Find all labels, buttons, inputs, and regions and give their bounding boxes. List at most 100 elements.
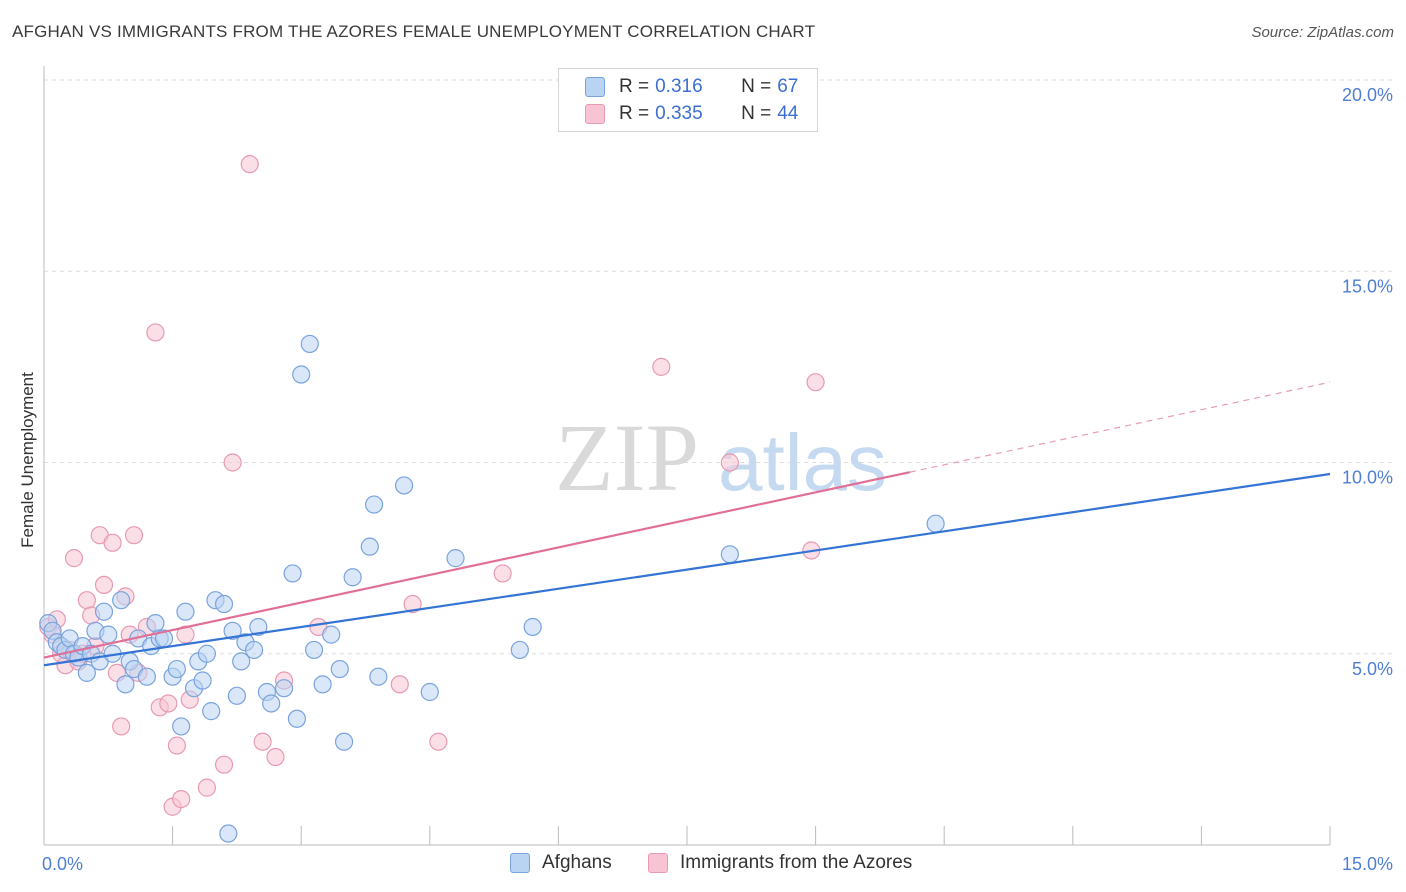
source-label: Source: ZipAtlas.com [1251, 24, 1394, 41]
afghan-point [176, 602, 195, 621]
afghan-point [112, 591, 131, 610]
azores-point [493, 564, 512, 583]
legend-swatch-blue [585, 77, 605, 97]
legend-row-azores: R = 0.335 N = 44 [585, 102, 798, 126]
azores-point [214, 755, 234, 774]
afghan-point [313, 675, 332, 694]
afghan-point [364, 495, 384, 514]
afghan-point [167, 659, 186, 679]
afghan-point [94, 602, 114, 621]
afghan-point [172, 717, 191, 736]
afghan-point [197, 644, 216, 663]
y-tick-labels: 5.0% 10.0% 15.0% 20.0% [1342, 85, 1393, 679]
azores-point [112, 717, 131, 736]
azores-point [806, 373, 825, 392]
afghan-point [287, 709, 307, 728]
watermark-atlas: atlas [718, 418, 887, 507]
azores-point [167, 736, 186, 755]
azores-points [39, 155, 825, 816]
afghan-point [77, 663, 96, 682]
legend-r-value: 0.316 [655, 76, 703, 97]
x-tick-labels: 0.0% 15.0% [42, 854, 1393, 874]
afghan-points [39, 334, 945, 843]
stats-legend: R = 0.316 N = 67 R = 0.335 N = 44 [558, 68, 818, 132]
azores-trend-line [43, 471, 911, 659]
afghan-point [99, 625, 118, 644]
x-tick-label: 15.0% [1342, 854, 1393, 874]
afghan-point [322, 625, 341, 644]
legend-n-value: 44 [777, 103, 799, 124]
azores-point [429, 732, 448, 751]
afghan-point [249, 617, 268, 637]
afghan-point [219, 824, 238, 843]
azores-point [172, 789, 191, 809]
bottom-legend-afghans: Afghans [510, 852, 612, 874]
afghan-point [223, 621, 242, 640]
legend-n-label: N = [741, 103, 772, 124]
afghan-point [244, 640, 264, 660]
afghan-point [394, 476, 414, 495]
legend-r-label: R = [619, 76, 650, 97]
azores-point [197, 778, 216, 797]
bottom-legend-label: Immigrants from the Azores [680, 852, 913, 873]
azores-point [146, 323, 165, 342]
legend-row-afghans: R = 0.316 N = 67 [585, 75, 798, 99]
legend-n-label: N = [741, 76, 772, 97]
azores-point [720, 453, 739, 472]
y-tick-label: 10.0% [1342, 468, 1393, 488]
trend-lines [43, 381, 1331, 667]
afghan-point [304, 640, 324, 660]
afghan-point [446, 549, 465, 568]
afghan-trend-line [43, 472, 1331, 667]
azores-point [652, 357, 671, 376]
afghan-point [300, 334, 319, 354]
azores-point [240, 155, 259, 174]
afghan-point [420, 682, 439, 702]
azores-point [159, 694, 178, 713]
afghan-point [334, 732, 354, 751]
afghan-point [523, 617, 542, 637]
afghan-point [262, 694, 281, 713]
afghan-point [926, 514, 945, 533]
afghan-point [283, 564, 302, 583]
afghan-point [137, 667, 156, 686]
azores-point [124, 526, 144, 545]
bottom-legend-azores: Immigrants from the Azores [648, 852, 912, 874]
y-tick-label: 5.0% [1352, 659, 1393, 679]
azores-trend-extension [909, 381, 1331, 473]
watermark: ZIP atlas [555, 404, 887, 511]
y-tick-label: 20.0% [1342, 85, 1393, 105]
bottom-legend-label: Afghans [542, 852, 612, 873]
afghan-point [214, 594, 234, 614]
azores-point [403, 594, 422, 614]
afghan-point [227, 686, 246, 705]
afghan-point [232, 652, 251, 671]
axes [43, 66, 1331, 846]
azores-point [253, 732, 272, 751]
azores-point [223, 453, 242, 472]
azores-point [64, 549, 84, 568]
azores-point [77, 591, 96, 610]
azores-point [390, 675, 409, 694]
afghan-point [330, 659, 349, 679]
afghan-point [360, 537, 379, 556]
azores-point [94, 575, 114, 595]
afghan-point [274, 679, 294, 698]
afghan-point [146, 614, 165, 633]
legend-n-value: 67 [777, 76, 799, 97]
afghan-point [369, 667, 388, 686]
y-tick-label: 15.0% [1342, 276, 1393, 296]
azores-point [266, 747, 285, 767]
azores-point [103, 533, 122, 552]
afghan-point [510, 640, 529, 660]
bottom-swatch-blue [510, 853, 530, 873]
legend-r-label: R = [619, 103, 650, 124]
bottom-swatch-pink [648, 853, 668, 873]
legend-swatch-pink [585, 104, 605, 124]
afghan-point [116, 675, 135, 694]
chart-title: AFGHAN VS IMMIGRANTS FROM THE AZORES FEM… [12, 22, 816, 41]
afghan-point [202, 702, 221, 721]
legend-r-value: 0.335 [655, 103, 703, 124]
afghan-point [343, 568, 362, 587]
